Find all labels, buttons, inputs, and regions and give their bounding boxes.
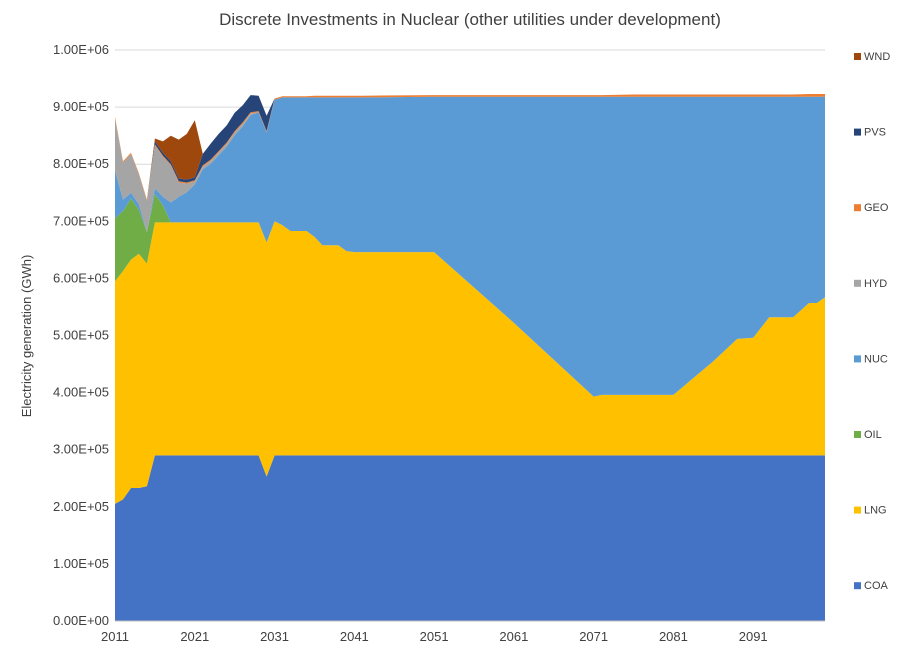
legend: WND PVS GEO HYD NUC OIL LNG COA xyxy=(854,51,890,592)
legend-item-hyd: HYD xyxy=(854,278,887,290)
legend-swatch xyxy=(854,128,861,136)
legend-swatch xyxy=(854,279,861,287)
legend-swatch xyxy=(854,582,861,590)
legend-item-wnd: WND xyxy=(854,51,890,63)
y-tick-label: 0.00E+00 xyxy=(53,613,109,628)
legend-label: WND xyxy=(864,51,890,63)
x-tick-label: 2031 xyxy=(260,629,289,644)
y-axis-title: Electricity generation (GWh) xyxy=(19,255,34,418)
axes: 0.00E+00 1.00E+05 2.00E+05 3.00E+05 4.00E+05… xyxy=(53,42,825,644)
legend-item-geo: GEO xyxy=(854,202,889,214)
legend-label: PVS xyxy=(864,127,886,139)
area-nuc xyxy=(115,96,825,397)
y-tick-label: 9.00E+05 xyxy=(53,99,109,114)
chart-title: Discrete Investments in Nuclear (other u… xyxy=(219,10,721,29)
legend-label: GEO xyxy=(864,202,889,214)
plot-area xyxy=(115,94,825,621)
x-tick-label: 2091 xyxy=(739,629,768,644)
x-tick-label: 2061 xyxy=(499,629,528,644)
legend-label: OIL xyxy=(864,429,882,441)
legend-swatch xyxy=(854,506,861,514)
legend-swatch xyxy=(854,53,861,60)
y-tick-label: 4.00E+05 xyxy=(53,385,109,400)
y-tick-label: 1.00E+06 xyxy=(53,42,109,57)
x-tick-label: 2051 xyxy=(420,629,449,644)
legend-label: LNG xyxy=(864,505,887,517)
y-tick-label: 6.00E+05 xyxy=(53,270,109,285)
legend-label: HYD xyxy=(864,278,887,290)
legend-item-lng: LNG xyxy=(854,505,887,517)
x-tick-label: 2011 xyxy=(101,629,129,644)
x-tick-label: 2041 xyxy=(340,629,369,644)
y-tick-label: 8.00E+05 xyxy=(53,156,109,171)
x-tick-label: 2021 xyxy=(180,629,209,644)
x-tick-label: 2071 xyxy=(579,629,608,644)
legend-label: NUC xyxy=(864,353,888,365)
area-coa xyxy=(115,455,825,621)
area-lng xyxy=(115,221,825,504)
legend-swatch xyxy=(854,204,861,212)
y-tick-label: 5.00E+05 xyxy=(53,328,109,343)
legend-item-coa: COA xyxy=(854,580,889,592)
legend-item-pvs: PVS xyxy=(854,127,886,139)
y-tick-label: 2.00E+05 xyxy=(53,499,109,514)
y-tick-label: 7.00E+05 xyxy=(53,213,109,228)
legend-swatch xyxy=(854,431,861,438)
legend-label: COA xyxy=(864,580,889,592)
legend-item-nuc: NUC xyxy=(854,353,888,365)
y-tick-label: 3.00E+05 xyxy=(53,442,109,457)
legend-item-oil: OIL xyxy=(854,429,882,441)
legend-swatch xyxy=(854,355,861,363)
x-tick-label: 2081 xyxy=(659,629,688,644)
y-tick-label: 1.00E+05 xyxy=(53,556,109,571)
